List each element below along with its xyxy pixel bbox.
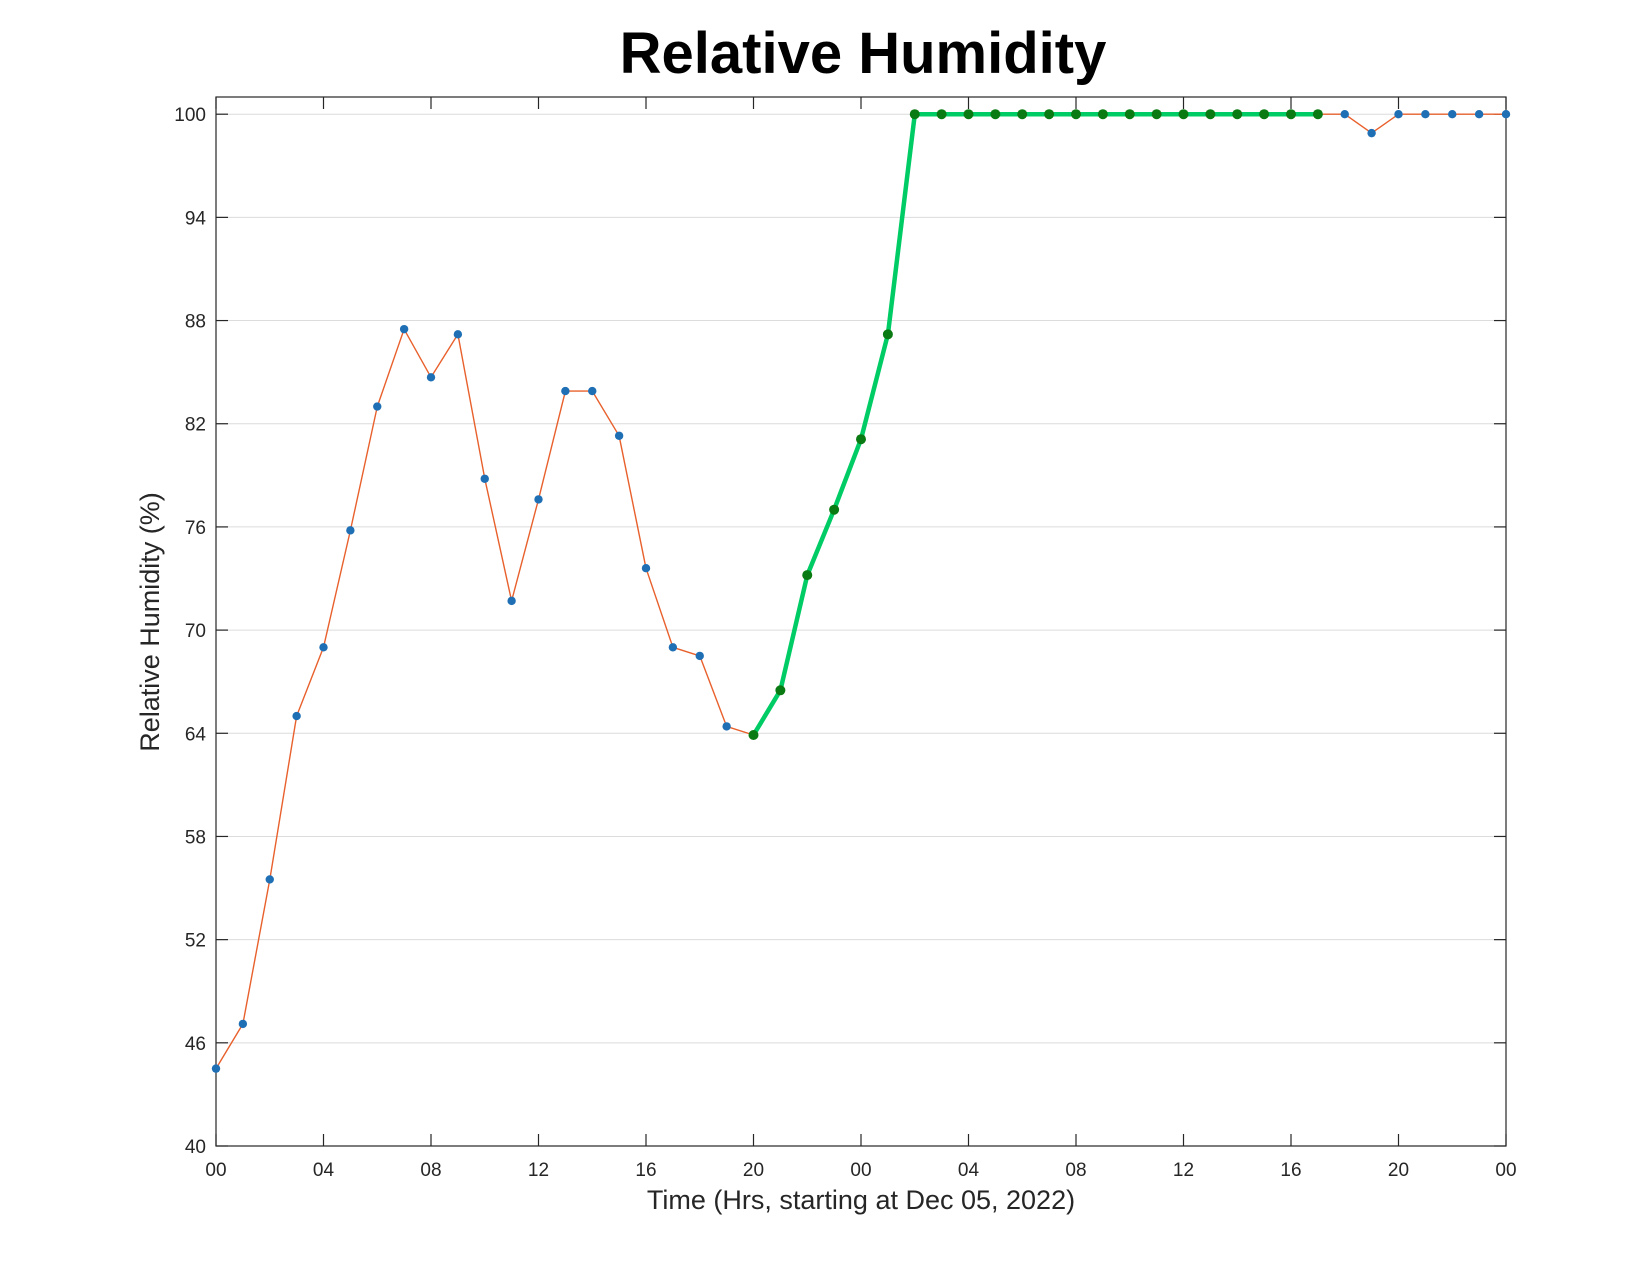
x-tick-label: 16 (1280, 1160, 1301, 1181)
highlight-series-point (936, 109, 947, 120)
main-series-point (1394, 109, 1403, 119)
main-series-point (614, 431, 624, 440)
main-series-point (1501, 109, 1511, 119)
main-series-point (399, 324, 409, 334)
highlight-series-point (909, 109, 920, 120)
y-tick-labels: 40 46 52 58 64 70 76 82 88 94 100 (174, 105, 206, 1158)
y-tick-label: 40 (185, 1137, 206, 1158)
highlight-series-line (751, 111, 1318, 737)
main-series-point (561, 386, 570, 396)
x-tick-label: 20 (1388, 1160, 1409, 1181)
y-tick-label: 52 (185, 931, 206, 952)
main-series-point (211, 1064, 221, 1073)
y-tick-label: 100 (174, 105, 206, 126)
highlight-series-point (1044, 109, 1055, 120)
gridlines (216, 113, 1506, 1044)
highlight-series-point (1178, 109, 1189, 120)
highlight-series-point (1151, 109, 1162, 120)
highlight-series-point (802, 570, 813, 581)
x-tick-label: 04 (313, 1160, 335, 1181)
x-tick-label: 08 (1065, 1160, 1086, 1181)
main-series-point (319, 643, 328, 652)
x-tick-label: 16 (635, 1160, 656, 1181)
y-tick-label: 70 (185, 621, 206, 642)
axis-ticks (215, 97, 1507, 1147)
highlight-series-point (1017, 109, 1028, 120)
main-series-point (238, 1019, 248, 1029)
main-series-point (426, 373, 436, 382)
y-tick-label: 94 (185, 208, 207, 229)
x-tick-label: 00 (205, 1160, 226, 1181)
highlight-series-point (1232, 109, 1243, 120)
highlight-series-point (963, 109, 974, 120)
main-series-point (1340, 109, 1349, 119)
y-tick-label: 82 (185, 415, 206, 436)
x-tick-label: 20 (743, 1160, 764, 1181)
highlight-series-point (856, 434, 866, 445)
main-series-point (292, 711, 301, 721)
y-tick-label: 64 (185, 724, 207, 745)
highlight-series-point (882, 329, 893, 340)
x-axis-label: Time (Hrs, starting at Dec 05, 2022) (647, 1185, 1075, 1215)
highlight-series-point (748, 729, 759, 740)
main-series-point (480, 474, 489, 483)
main-series-point (1421, 109, 1430, 119)
y-tick-label: 76 (185, 518, 206, 539)
y-axis-label: Relative Humidity (%) (135, 492, 165, 752)
highlight-series-point (1205, 109, 1216, 120)
y-tick-label: 46 (185, 1034, 206, 1055)
main-series-point (346, 526, 355, 535)
highlight-series-point (829, 504, 840, 515)
highlight-series-point (1286, 109, 1296, 120)
x-tick-label: 08 (420, 1160, 441, 1181)
y-tick-label: 58 (185, 827, 206, 848)
main-series-point (722, 722, 731, 731)
x-tick-label: 00 (1495, 1160, 1516, 1181)
plot-frame (215, 96, 1507, 1147)
chart-title: Relative Humidity (620, 21, 1107, 86)
main-series-point (534, 495, 543, 504)
main-series-line (215, 113, 1506, 1069)
main-series-point (588, 386, 597, 396)
y-tick-label: 88 (185, 312, 206, 333)
highlight-series-point (1124, 109, 1135, 120)
main-series-point (1367, 128, 1376, 138)
main-series-point (265, 875, 274, 884)
main-series (211, 109, 1511, 1073)
highlight-series-point (1259, 109, 1270, 120)
x-tick-labels: 00 04 08 12 16 20 00 04 08 12 16 20 00 (205, 1160, 1516, 1181)
main-series-point (668, 643, 678, 652)
main-series-point (1474, 109, 1484, 119)
main-series-point (641, 563, 651, 573)
highlight-series-point (1071, 109, 1081, 120)
main-series-point (373, 402, 382, 411)
main-series-point (695, 651, 704, 661)
main-series-point (453, 330, 463, 339)
x-tick-label: 00 (850, 1160, 871, 1181)
highlight-series-point (1097, 109, 1108, 120)
highlight-series-point (1312, 109, 1323, 120)
main-series-point (507, 596, 516, 606)
x-tick-label: 12 (1173, 1160, 1194, 1181)
highlight-series-point (990, 109, 1001, 120)
main-series-point (1448, 109, 1457, 119)
x-tick-label: 12 (528, 1160, 549, 1181)
highlight-series-point (775, 685, 786, 696)
highlight-series (748, 109, 1323, 740)
x-tick-label: 04 (958, 1160, 980, 1181)
